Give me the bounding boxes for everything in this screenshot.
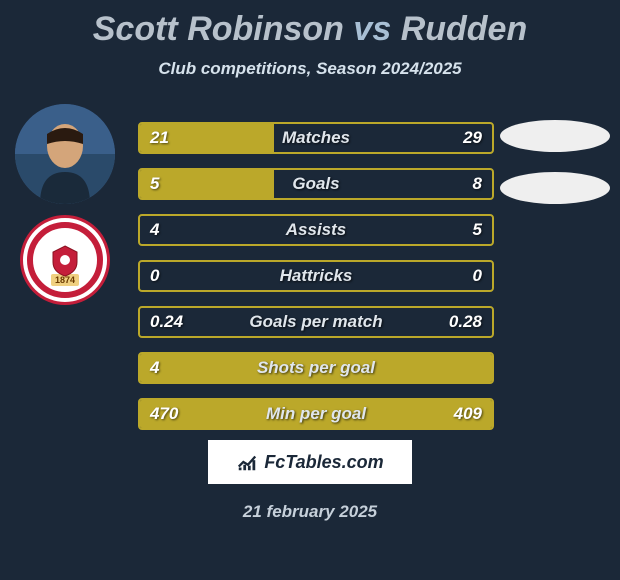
player1-name: Scott Robinson: [93, 10, 344, 48]
left-avatars: 1874: [0, 104, 130, 310]
club-crest: 1874: [15, 210, 115, 310]
stat-row: 5 Goals 8: [138, 168, 494, 200]
stat-label: Min per goal: [266, 404, 366, 424]
stat-label: Goals per match: [249, 312, 382, 332]
club2-crest-placeholder: [500, 172, 610, 204]
subtitle: Club competitions, Season 2024/2025: [0, 59, 620, 79]
stat-label: Goals: [292, 174, 339, 194]
right-avatars: [500, 120, 610, 224]
stat-row: 0 Hattricks 0: [138, 260, 494, 292]
stat-label: Matches: [282, 128, 350, 148]
stat-row: 4 Shots per goal: [138, 352, 494, 384]
stat-val-left: 0: [140, 266, 169, 286]
vs-label: vs: [353, 10, 391, 48]
player-avatar: [15, 104, 115, 204]
stat-val-left: 5: [140, 174, 169, 194]
stat-val-left: 0.24: [140, 312, 193, 332]
player2-avatar-placeholder: [500, 120, 610, 152]
stat-val-right: 29: [453, 128, 492, 148]
stat-label: Assists: [286, 220, 346, 240]
stat-val-right: 0.28: [439, 312, 492, 332]
footer-logo-text: FcTables.com: [264, 452, 383, 473]
stat-val-left: 21: [140, 128, 179, 148]
stat-val-right: 0: [463, 266, 492, 286]
stat-val-right: 409: [444, 404, 492, 424]
stat-row: 21 Matches 29: [138, 122, 494, 154]
footer-logo[interactable]: FcTables.com: [208, 440, 412, 484]
page-title: Scott Robinson vs Rudden: [0, 0, 620, 49]
stat-label: Shots per goal: [257, 358, 375, 378]
stat-row: 0.24 Goals per match 0.28: [138, 306, 494, 338]
stat-val-left: 4: [140, 220, 169, 240]
stat-val-right: 5: [463, 220, 492, 240]
stat-val-left: 4: [140, 358, 169, 378]
stat-row: 470 Min per goal 409: [138, 398, 494, 430]
stat-val-right: 8: [463, 174, 492, 194]
stat-label: Hattricks: [280, 266, 353, 286]
footer-date: 21 february 2025: [243, 502, 377, 522]
player2-name: Rudden: [401, 10, 528, 48]
stat-row: 4 Assists 5: [138, 214, 494, 246]
chart-icon: [236, 451, 258, 473]
stats-container: 21 Matches 29 5 Goals 8 4 Assists 5 0 Hattricks 0 0.…: [138, 122, 494, 444]
stat-val-left: 470: [140, 404, 188, 424]
